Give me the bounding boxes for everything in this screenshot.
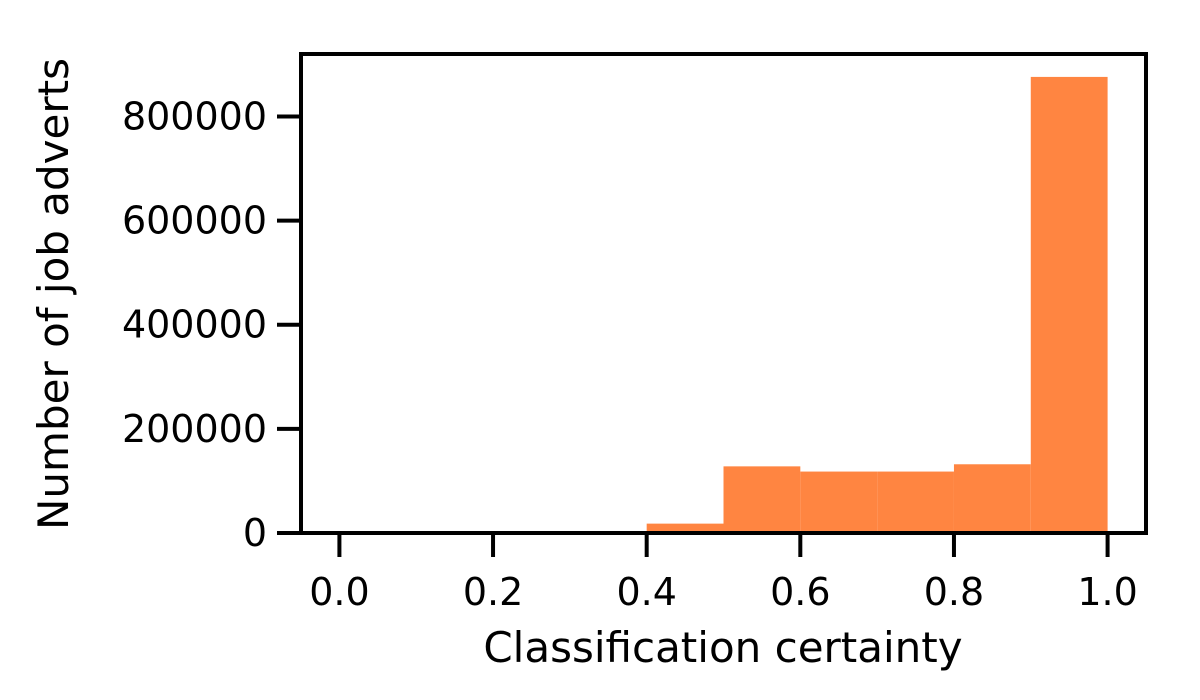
x-tick-label: 0.8 [924,570,984,614]
x-tick-label: 0.4 [616,570,676,614]
plot-frame [299,52,1148,535]
x-axis-label: Classification certainty [483,623,962,672]
histogram-bar [800,471,878,533]
y-axis-label: Number of job adverts [29,58,78,530]
y-tick-label: 600000 [122,199,267,243]
bars-group [646,76,1108,534]
y-tick-label: 400000 [122,303,267,347]
histogram-bar [1030,76,1108,534]
histogram-bar [877,471,954,533]
histogram-bar [723,466,801,533]
x-tick-label: 0.2 [463,570,523,614]
x-tick-label: 0.0 [309,570,369,614]
y-tick-label: 800000 [122,94,267,138]
histogram-bar [953,464,1031,533]
x-axis-ticks: 0.0 0.2 0.4 0.6 0.8 1.0 [309,533,1138,614]
y-tick-label: 0 [243,511,267,555]
x-tick-label: 1.0 [1077,570,1137,614]
x-tick-label: 0.6 [770,570,830,614]
y-axis-ticks: 0 200000 400000 600000 800000 [122,94,301,555]
histogram-bar [646,523,724,533]
y-tick-label: 200000 [122,407,267,451]
